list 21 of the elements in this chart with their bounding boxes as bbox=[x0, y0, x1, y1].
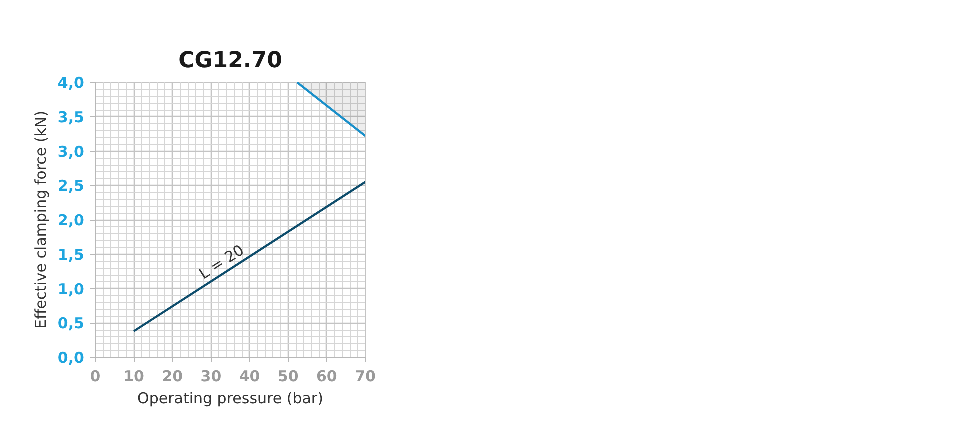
y-tick-label: 2,5 bbox=[58, 177, 85, 196]
y-axis-title: Effective clamping force (kN) bbox=[32, 110, 50, 330]
y-tick-label: 3,0 bbox=[58, 142, 85, 161]
x-tick-label: 30 bbox=[200, 368, 222, 386]
x-tick-label: 20 bbox=[162, 368, 184, 386]
x-tick-label: 10 bbox=[124, 368, 145, 386]
chart-title: CG12.70 bbox=[178, 48, 282, 74]
x-tick-label: 0 bbox=[90, 368, 101, 386]
text: L = 20 bbox=[196, 241, 248, 284]
y-tick-label: 0,5 bbox=[58, 314, 85, 333]
y-tick-label: 0,0 bbox=[58, 349, 85, 367]
y-tick-label: 1,5 bbox=[58, 246, 85, 264]
x-tick-label: 60 bbox=[316, 368, 338, 386]
x-tick-label: 40 bbox=[239, 368, 260, 386]
x-axis-title: Operating pressure (bar) bbox=[138, 390, 324, 408]
x-tick-label: 50 bbox=[278, 368, 299, 386]
y-tick-label: 2,0 bbox=[58, 212, 85, 230]
x-tick-label: 70 bbox=[355, 368, 376, 386]
y-tick-label: 1,0 bbox=[58, 280, 85, 298]
y-tick-label: 4,0 bbox=[58, 74, 85, 92]
y-tick-label: 3,5 bbox=[58, 108, 85, 126]
